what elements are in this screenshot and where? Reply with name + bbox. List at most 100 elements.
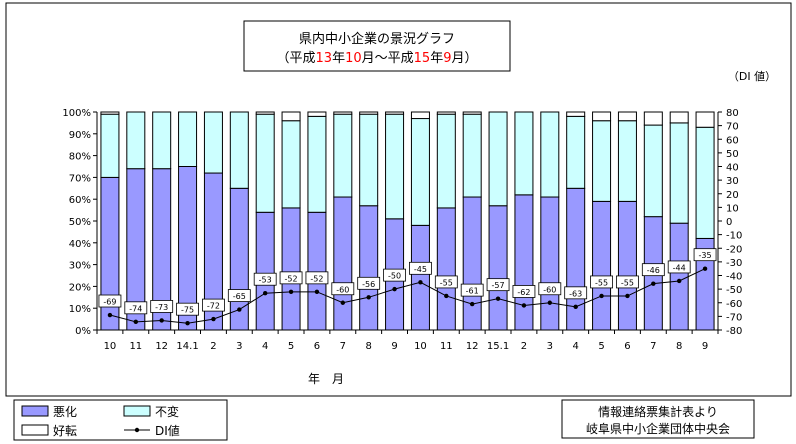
bar-segment: [410, 224, 430, 331]
di-data-label: -52: [285, 274, 298, 283]
right-tick-label: 10: [726, 203, 739, 214]
di-data-label: -63: [569, 289, 582, 298]
subtitle-part-8: 月）: [451, 51, 477, 66]
source-line2: 岐阜県中小企業団体中央会: [586, 421, 730, 436]
di-point: [444, 293, 449, 299]
bar-segment: [592, 120, 612, 202]
bar-segment: [643, 124, 663, 218]
right-tick-label: -40: [726, 272, 742, 283]
di-data-label: -55: [440, 278, 453, 287]
di-point: [211, 316, 216, 322]
di-point: [547, 300, 553, 305]
x-tick-label: 2: [521, 341, 527, 352]
di-data-label: -46: [647, 266, 660, 275]
left-tick-label: 0%: [75, 326, 91, 337]
bar-segment: [592, 111, 612, 122]
bar-segment: [540, 196, 560, 331]
x-tick-label: 12: [155, 341, 168, 352]
di-label-box: [409, 261, 432, 275]
di-data-label: -75: [181, 306, 194, 315]
di-point: [314, 289, 320, 295]
left-tick-label: 10%: [69, 304, 91, 315]
bar-segment: [695, 111, 715, 128]
bar-segment: [436, 111, 456, 115]
bar-segment: [359, 113, 379, 207]
di-data-label: -73: [155, 303, 168, 312]
di-point: [262, 291, 268, 296]
bar-segment: [617, 111, 637, 122]
di-point: [288, 289, 294, 295]
bar-segment: [462, 113, 482, 198]
bar-segment: [540, 111, 560, 198]
bar-segment: [333, 113, 353, 198]
di-label-box: [227, 289, 251, 302]
legend-label: 不変: [155, 404, 179, 419]
di-label-box: [590, 275, 613, 289]
x-tick-label: 9: [391, 341, 397, 352]
di-label-box: [98, 294, 122, 308]
right-tick-label: 50: [726, 149, 739, 160]
bar-segment: [385, 111, 405, 115]
di-data-label: -55: [621, 278, 634, 287]
subtitle-part-1: 13: [316, 51, 333, 66]
bar-segment: [410, 118, 430, 226]
x-tick-label: 10: [414, 341, 427, 352]
x-tick-label: 15.1: [487, 341, 509, 352]
bar-segment: [281, 207, 301, 331]
bar-segment: [255, 113, 275, 213]
bar-segment: [229, 111, 249, 189]
di-data-label: -56: [362, 280, 375, 289]
bar-segment: [359, 205, 379, 331]
bar-segment: [333, 196, 353, 331]
bar-segment: [566, 111, 586, 117]
bar-segment: [281, 111, 301, 122]
bar-segment: [410, 111, 430, 120]
di-point: [185, 320, 190, 326]
right-tick-label: -10: [726, 231, 742, 242]
di-label-box: [331, 282, 355, 296]
legend-label: 悪化: [53, 405, 77, 419]
bar-segment: [488, 205, 508, 331]
legend-label: DI値: [155, 423, 180, 438]
bar-segment: [333, 111, 353, 115]
legend-label: 好転: [53, 424, 77, 438]
bar-segment: [359, 111, 379, 115]
x-tick-label: 8: [366, 341, 372, 352]
di-data-label: -50: [388, 272, 401, 281]
di-label-box: [383, 268, 406, 282]
right-tick-label: 60: [726, 135, 739, 146]
di-point: [133, 319, 139, 325]
di-data-label: -72: [207, 302, 220, 311]
di-data-label: -57: [492, 281, 505, 290]
bar-segment: [514, 194, 534, 331]
di-label-box: [305, 271, 329, 285]
di-point: [107, 312, 113, 318]
bar-segment: [100, 111, 120, 115]
right-tick-label: -80: [726, 326, 742, 337]
di-data-label: -61: [466, 287, 479, 296]
x-tick-label: 4: [262, 341, 268, 352]
right-tick-label: -70: [726, 312, 742, 323]
bar-segment: [100, 113, 120, 178]
bar-segment: [669, 222, 689, 331]
x-tick-label: 5: [288, 341, 294, 352]
source-line1: 情報連絡票集計表より: [598, 404, 718, 419]
di-data-label: -69: [103, 298, 116, 307]
di-point: [159, 318, 164, 323]
left-tick-label: 40%: [69, 239, 91, 250]
left-tick-label: 20%: [69, 282, 91, 293]
di-point: [469, 301, 475, 307]
di-data-label: -62: [517, 288, 530, 297]
bar-segment: [617, 200, 637, 331]
bar-segment: [514, 111, 534, 196]
subtitle-part-3: 10: [345, 51, 362, 66]
di-line-path: [109, 268, 706, 324]
x-tick-label: 2: [210, 341, 216, 352]
x-tick-label: 12: [466, 341, 479, 352]
left-tick-label: 100%: [62, 108, 91, 119]
chart-subtitle: （平成13年10月～平成15年9月）: [277, 51, 478, 66]
di-label-box: [667, 260, 691, 274]
x-tick-label: 6: [314, 341, 320, 352]
di-point: [237, 307, 242, 312]
